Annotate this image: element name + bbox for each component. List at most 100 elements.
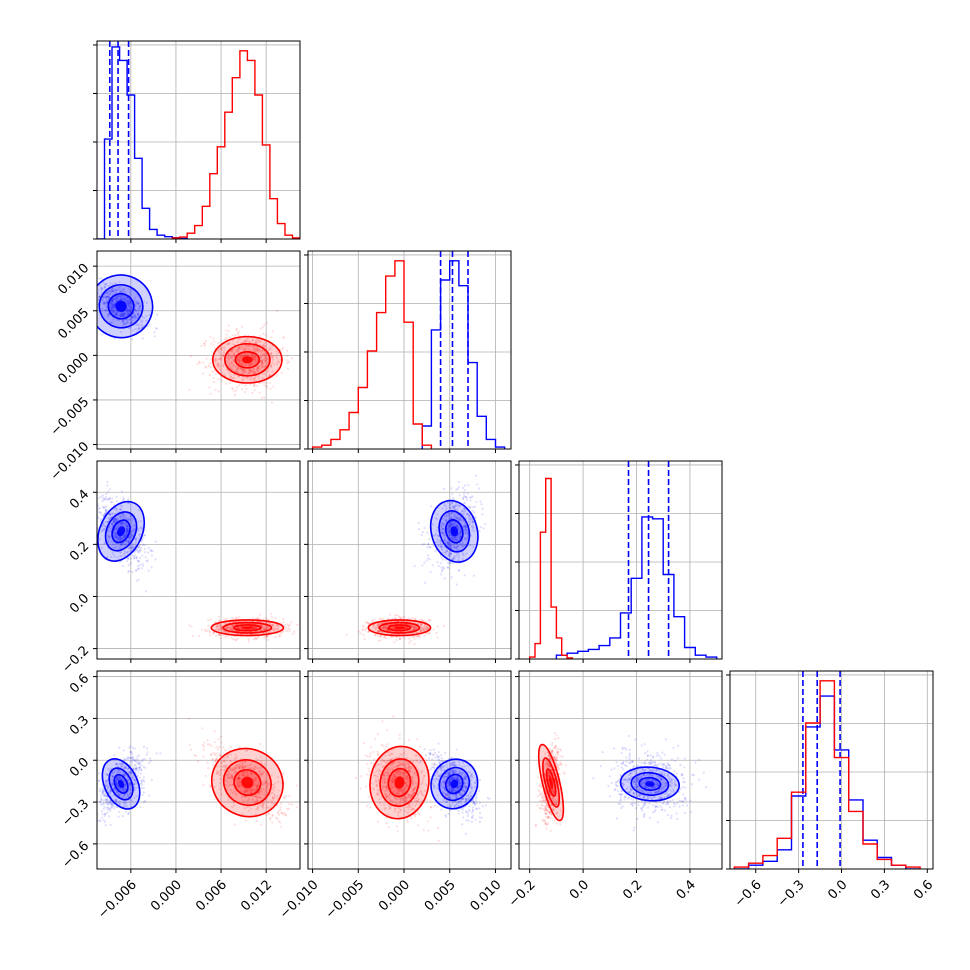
scatter-point bbox=[441, 507, 444, 510]
scatter-point bbox=[266, 634, 269, 638]
density-core bbox=[115, 300, 127, 312]
scatter-point bbox=[126, 319, 129, 322]
scatter-point bbox=[122, 523, 125, 526]
scatter-point bbox=[114, 312, 117, 315]
scatter-point bbox=[103, 814, 106, 818]
scatter-point bbox=[459, 531, 462, 534]
scatter-point bbox=[99, 801, 102, 804]
scatter-point bbox=[276, 624, 279, 627]
scatter-point bbox=[231, 628, 234, 632]
scatter-point bbox=[141, 315, 144, 318]
scatter-point bbox=[426, 632, 429, 636]
scatter-point bbox=[357, 630, 361, 633]
scatter-point bbox=[437, 539, 440, 542]
scatter-point bbox=[241, 355, 244, 358]
scatter-point bbox=[120, 295, 123, 298]
scatter-point bbox=[107, 314, 110, 317]
scatter-point bbox=[464, 515, 467, 518]
scatter-point bbox=[113, 754, 116, 757]
scatter-point bbox=[277, 360, 281, 364]
scatter-point bbox=[139, 806, 142, 809]
scatter-point bbox=[244, 353, 247, 356]
scatter-point bbox=[139, 557, 142, 560]
scatter-point bbox=[156, 327, 159, 330]
scatter-point bbox=[104, 824, 107, 827]
scatter-point bbox=[449, 537, 452, 540]
scatter-point bbox=[452, 513, 456, 516]
scatter-point bbox=[235, 389, 238, 392]
scatter-point bbox=[85, 816, 87, 818]
scatter-point bbox=[141, 784, 144, 787]
scatter-point bbox=[112, 297, 115, 300]
scatter-point bbox=[128, 310, 132, 313]
scatter-point bbox=[125, 540, 128, 544]
scatter-point bbox=[253, 383, 256, 386]
scatter-point bbox=[281, 348, 284, 351]
scatter-point bbox=[130, 301, 133, 304]
scatter-point bbox=[468, 521, 471, 524]
scatter-point bbox=[105, 299, 108, 302]
panel-frame bbox=[96, 40, 301, 240]
scatter-point bbox=[140, 321, 143, 324]
scatter-point bbox=[446, 542, 449, 545]
scatter-point bbox=[222, 630, 226, 633]
scatter-point bbox=[137, 549, 140, 552]
scatter-point bbox=[453, 506, 456, 509]
scatter-point bbox=[98, 538, 102, 541]
scatter-point bbox=[238, 358, 242, 362]
scatter-point bbox=[219, 627, 222, 630]
scatter-point bbox=[106, 298, 109, 301]
scatter-point bbox=[474, 474, 478, 477]
scatter-point bbox=[237, 358, 240, 361]
scatter-point bbox=[235, 329, 238, 332]
scatter-point bbox=[384, 637, 388, 640]
scatter-point bbox=[138, 768, 141, 772]
scatter-point bbox=[436, 636, 439, 639]
scatter-point bbox=[111, 299, 114, 302]
scatter-point bbox=[455, 524, 458, 527]
scatter-point bbox=[261, 362, 264, 365]
scatter-point bbox=[127, 305, 130, 308]
scatter-point bbox=[128, 570, 131, 573]
scatter-point bbox=[248, 340, 251, 343]
scatter-point bbox=[137, 567, 140, 570]
scatter-point bbox=[284, 624, 287, 627]
scatter-point bbox=[424, 581, 427, 584]
scatter-point bbox=[428, 546, 431, 549]
scatter-point bbox=[269, 362, 272, 366]
scatter-point bbox=[281, 346, 284, 349]
scatter-point bbox=[438, 539, 441, 542]
scatter-point bbox=[445, 507, 448, 510]
scatter-point bbox=[435, 631, 438, 635]
scatter-point bbox=[252, 370, 255, 373]
scatter-point bbox=[439, 545, 442, 548]
scatter-point bbox=[231, 616, 234, 620]
scatter-point bbox=[119, 537, 122, 540]
scatter-point bbox=[382, 626, 385, 629]
scatter-point bbox=[236, 350, 239, 353]
scatter-point bbox=[440, 521, 443, 524]
scatter-point bbox=[134, 309, 137, 312]
scatter-point bbox=[254, 371, 257, 374]
scatter-point bbox=[220, 347, 223, 350]
scatter-point bbox=[113, 302, 116, 305]
scatter-point bbox=[446, 549, 449, 553]
scatter-point bbox=[117, 537, 120, 540]
scatter-point bbox=[135, 302, 138, 305]
scatter-point bbox=[464, 532, 467, 535]
scatter-point bbox=[123, 552, 126, 555]
scatter-point bbox=[231, 388, 234, 391]
scatter-point bbox=[228, 372, 232, 375]
scatter-point bbox=[453, 545, 456, 549]
scatter-point bbox=[126, 529, 129, 532]
scatter-point bbox=[232, 353, 235, 356]
scatter-point bbox=[115, 313, 118, 316]
scatter-point bbox=[230, 362, 233, 365]
scatter-point bbox=[257, 375, 260, 378]
scatter-point bbox=[214, 372, 218, 375]
scatter-point bbox=[106, 811, 109, 814]
scatter-point bbox=[398, 637, 402, 640]
scatter-point bbox=[97, 517, 100, 520]
scatter-point bbox=[218, 745, 221, 748]
scatter-point bbox=[229, 621, 232, 624]
